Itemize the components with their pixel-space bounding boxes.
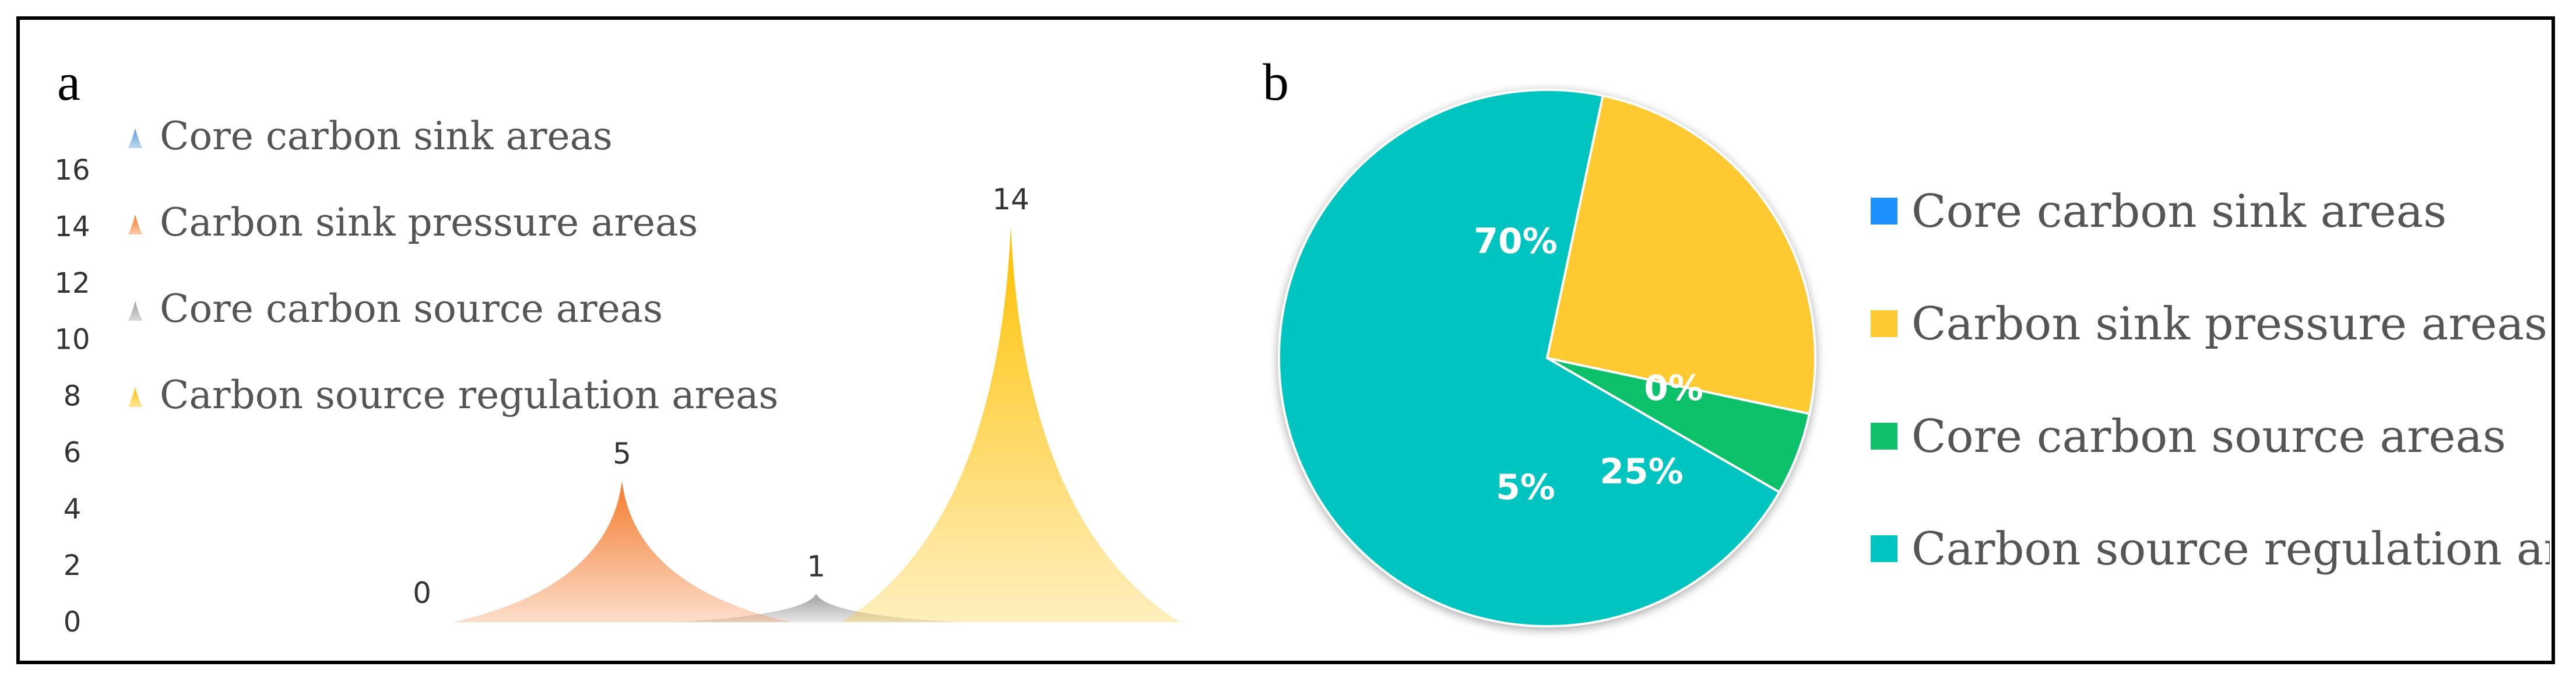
y-tick-label: 2 <box>64 549 82 582</box>
legend-label: Carbon sink pressure areas <box>1911 298 2547 350</box>
legend-peak-icon <box>128 301 142 321</box>
y-tick-label: 6 <box>64 436 82 469</box>
value-label: 5 <box>613 437 631 471</box>
value-label: 1 <box>807 550 825 584</box>
figure-frame: a b 0 2 4 6 8 10 12 14 16 0 5 1 14 Core carbon sink a… <box>16 16 2555 664</box>
y-tick-label: 0 <box>64 606 82 639</box>
chart-a-svg: 0 2 4 6 8 10 12 14 16 0 5 1 14 Core carbon sink areas… <box>54 114 1180 639</box>
chart-b-svg: 0% 25% 5% 70% Core carbon sink areas Carbon s… <box>1278 89 2550 627</box>
legend-label: Core carbon sink areas <box>160 114 613 159</box>
legend-peak-icon <box>128 215 142 234</box>
legend-label: Core carbon source areas <box>1911 411 2506 463</box>
legend-label: Core carbon source areas <box>160 286 663 331</box>
value-label: 0 <box>413 576 431 610</box>
value-label: 14 <box>992 183 1029 216</box>
slice-percent-label: 5% <box>1496 467 1555 508</box>
legend-label: Core carbon sink areas <box>1911 185 2447 238</box>
y-tick-label: 12 <box>54 267 90 300</box>
bar-peak <box>453 480 791 622</box>
slice-percent-label: 25% <box>1600 451 1684 492</box>
legend-label: Carbon source regulation areas <box>1911 523 2550 576</box>
y-tick-label: 14 <box>54 211 90 243</box>
y-tick-label: 4 <box>64 493 82 525</box>
legend-peak-icon <box>128 128 142 148</box>
legend-swatch <box>1871 423 1897 450</box>
legend-peak-icon <box>128 387 142 407</box>
y-tick-label: 8 <box>64 380 82 413</box>
slice-percent-label: 70% <box>1474 221 1558 262</box>
legend-swatch <box>1871 535 1897 562</box>
bar-peak <box>673 594 959 622</box>
pie-slice <box>1545 94 1816 416</box>
pie-slice <box>1546 357 1811 494</box>
slice-percent-label: 0% <box>1644 368 1703 409</box>
legend-label: Carbon sink pressure areas <box>160 200 698 245</box>
y-tick-label: 10 <box>54 324 90 356</box>
panel-a-letter: a <box>57 54 80 111</box>
legend-swatch <box>1871 310 1897 337</box>
legend-swatch <box>1871 198 1897 225</box>
bar-peak <box>842 226 1180 622</box>
legend-label: Carbon source regulation areas <box>160 373 778 418</box>
pie-slice <box>1278 89 1781 627</box>
panel-b-letter: b <box>1263 54 1289 111</box>
y-tick-label: 16 <box>54 154 90 187</box>
